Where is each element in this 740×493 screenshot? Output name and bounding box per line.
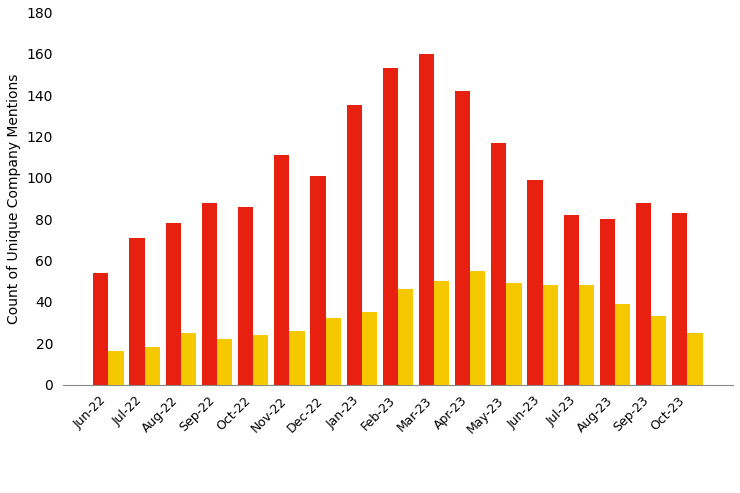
Bar [434, 281, 449, 385]
Bar [310, 176, 326, 385]
Bar [383, 68, 398, 385]
Bar [564, 215, 579, 385]
Bar [506, 283, 522, 385]
Y-axis label: Count of Unique Company Mentions: Count of Unique Company Mentions [7, 73, 21, 324]
Bar [166, 223, 181, 385]
Bar [181, 333, 196, 385]
Bar [528, 180, 542, 385]
Bar [470, 271, 485, 385]
Bar [217, 339, 232, 385]
Bar [130, 238, 144, 385]
Bar [455, 91, 470, 385]
Bar [253, 335, 269, 385]
Bar [238, 207, 253, 385]
Bar [326, 318, 340, 385]
Bar [579, 285, 594, 385]
Bar [636, 203, 651, 385]
Bar [542, 285, 558, 385]
Bar [672, 213, 687, 385]
Bar [398, 289, 413, 385]
Bar [274, 155, 289, 385]
Bar [615, 304, 630, 385]
Bar [419, 54, 434, 385]
Bar [362, 312, 377, 385]
Bar [144, 348, 160, 385]
Bar [108, 352, 124, 385]
Bar [600, 219, 615, 385]
Bar [346, 106, 362, 385]
Bar [202, 203, 217, 385]
Bar [687, 333, 702, 385]
Bar [651, 317, 667, 385]
Bar [491, 142, 506, 385]
Bar [289, 331, 305, 385]
Bar [93, 273, 108, 385]
